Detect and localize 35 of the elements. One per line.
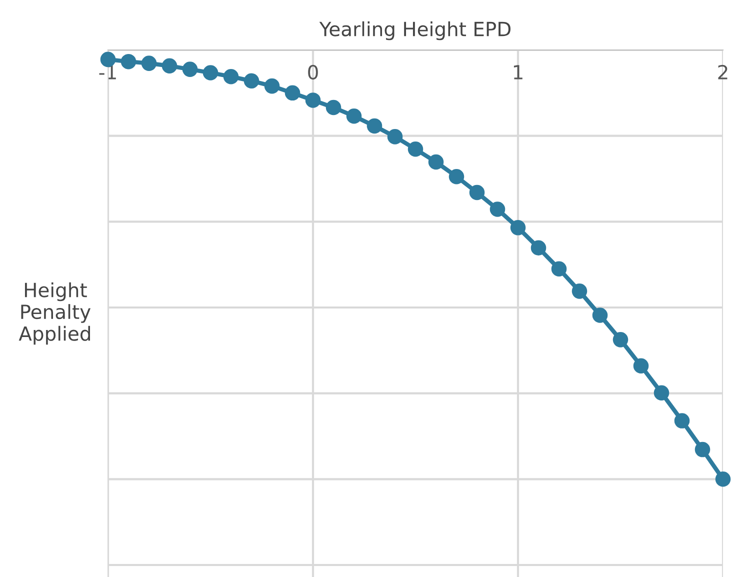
point <box>654 385 670 401</box>
point <box>530 240 546 256</box>
point <box>120 54 136 70</box>
point <box>715 472 731 487</box>
point <box>612 332 628 348</box>
point <box>264 78 280 94</box>
point <box>366 118 382 134</box>
x-tick-label: 1 <box>514 65 522 80</box>
point <box>326 100 342 116</box>
point <box>674 413 690 428</box>
point <box>408 141 424 157</box>
point <box>305 92 321 108</box>
point <box>572 284 588 299</box>
point <box>284 85 300 101</box>
point <box>633 358 649 374</box>
point <box>592 308 608 323</box>
point <box>428 154 444 170</box>
point <box>490 202 506 217</box>
point <box>202 65 218 80</box>
point <box>510 220 526 236</box>
point <box>448 168 464 184</box>
point <box>551 261 567 277</box>
x-tick-label: 2 <box>718 64 728 80</box>
point <box>141 56 157 71</box>
point <box>244 73 260 89</box>
point <box>182 62 198 77</box>
y-axis-title: Height Penalty Applied <box>18 282 91 345</box>
point <box>469 184 485 200</box>
x-axis-title: Yearling Height EPD <box>319 21 510 40</box>
point <box>346 108 362 124</box>
point <box>387 129 403 144</box>
point <box>694 442 710 458</box>
point <box>162 58 178 74</box>
x-tick-label: 0 <box>308 64 318 80</box>
point <box>223 68 239 84</box>
